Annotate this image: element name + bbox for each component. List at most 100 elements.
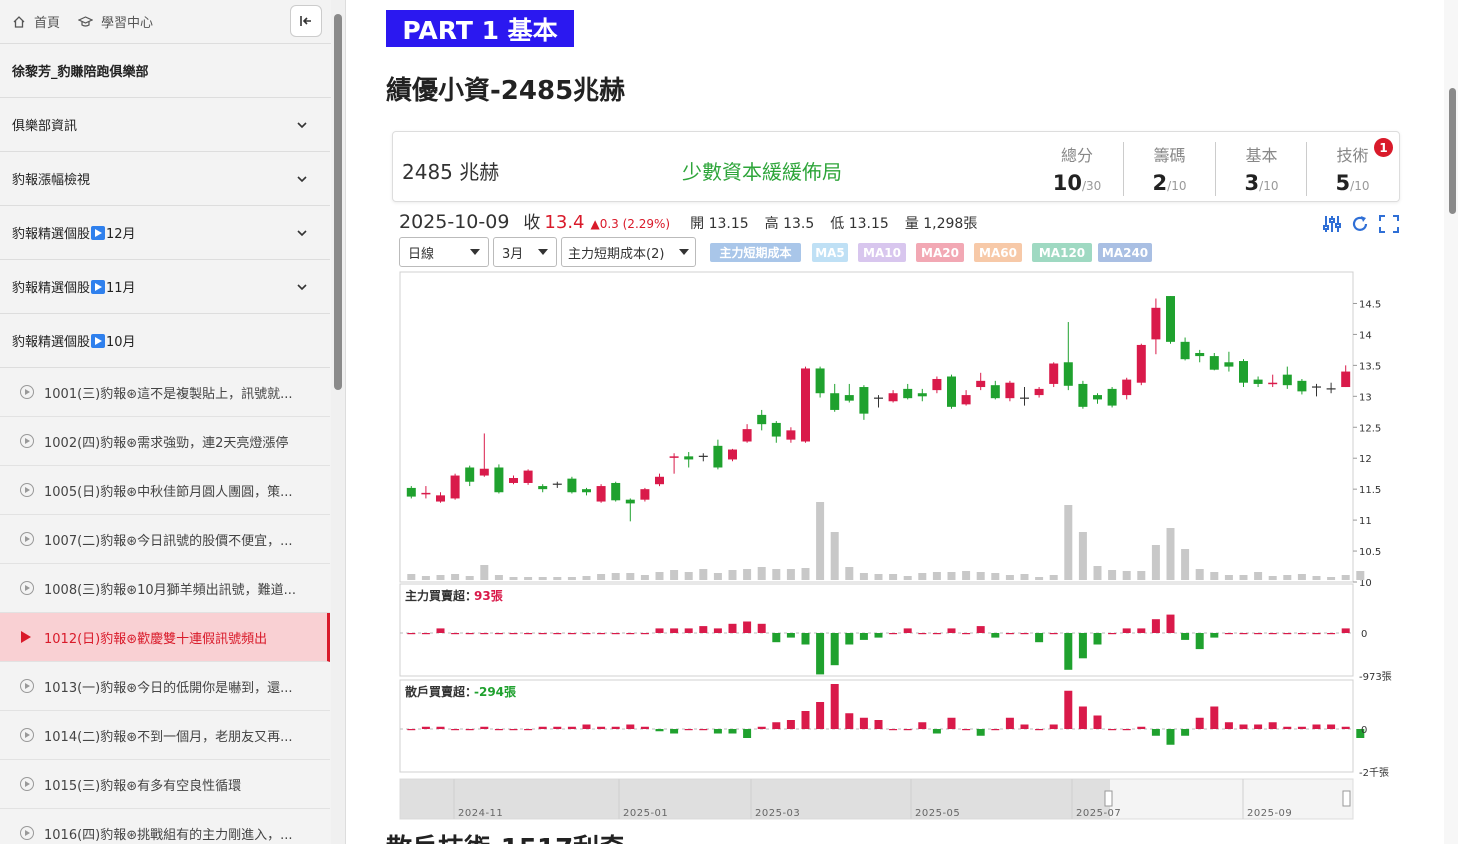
volume-bar [538,577,547,580]
ma-toggle-tag[interactable]: MA120 [1032,243,1092,262]
volume-bar [567,577,576,580]
y-tick-label: 12.5 [1359,423,1381,434]
sidebar-lesson-item[interactable]: 1012(日)豹報⊛歡慶雙十連假訊號頻出 [0,613,330,662]
candle-body [1122,379,1132,396]
retail-bar [597,726,606,729]
score-label: 技術 [1336,146,1369,165]
sidebar-lesson-item[interactable]: 1005(日)豹報⊛中秋佳節月圓人團圓，策... [0,466,330,515]
notification-badge[interactable]: 1 [1374,138,1393,157]
candle-body [1209,356,1219,370]
main-force-bar [713,628,722,633]
retail-bar [1078,706,1087,729]
ma-toggle-tag[interactable]: 主力短期成本 [710,243,801,262]
volume-bar [1166,528,1175,580]
ma-toggle-tag[interactable]: MA5 [812,243,848,262]
volume: 量 1,298張 [904,216,978,232]
ma-toggle-tag[interactable]: MA240 [1098,243,1152,262]
candle-body [1239,361,1248,383]
candle-body [1297,380,1307,392]
stock-chart[interactable]: 14.5 14 13.5 13 12.5 12 11.5 11 10.5 10 主力買賣超：93張 0… [399,268,1403,824]
stock-summary-card: 2485 兆赫 少數資本緩緩佈局 總分 10/30 籌碼 2/10 基本 3/10 技術 5/… [392,131,1400,202]
candle-body [684,456,694,460]
sidebar-section-label: 豹報精選個股 12月 [12,223,136,242]
chevron-down-icon [470,249,480,255]
retail-bar [962,729,971,731]
navigator-right-handle[interactable] [1342,790,1351,807]
main-force-bar [903,628,912,633]
range-select[interactable]: 3月 [493,237,557,267]
sidebar-lesson-item[interactable]: 1015(三)豹報⊛有多有空良性循環 [0,760,330,809]
section-label-text: 俱樂部資訊 [12,119,78,134]
lesson-title: 1013(一)豹報⊛今日的低開你是嚇到，還... [44,680,293,696]
collapse-sidebar-button[interactable] [290,5,322,37]
retail-bar [1181,729,1190,736]
sidebar-scrollbar[interactable] [331,0,345,844]
candle-body [888,393,898,402]
navigator-left-handle[interactable] [1104,790,1113,807]
sidebar-section-0[interactable]: 俱樂部資訊 [0,98,330,152]
chevron-down-icon [297,229,307,236]
retail-bar [407,729,416,731]
retail-bar [626,724,635,729]
volume-bar [816,502,825,580]
home-link[interactable]: 首頁 [12,12,60,31]
chevron-down-icon [538,249,548,255]
period-select[interactable]: 日線 [399,237,489,267]
volume-bar [859,573,868,580]
sidebar-section-3[interactable]: 豹報精選個股 11月 [0,260,330,314]
y-tick-label: 12 [1359,454,1372,465]
sidebar-section-1[interactable]: 豹報漲幅檢視 [0,152,330,206]
volume-bar [1064,505,1073,580]
main-force-bar [1093,633,1102,645]
candle-body [947,376,956,407]
retail-bar [1166,729,1175,745]
score-max: /30 [1081,179,1102,193]
retail-bar [480,726,489,729]
volume-bar [509,577,518,580]
main-force-tick-label: 0 [1361,629,1367,640]
main-force-bar [524,633,533,635]
learning-center-link[interactable]: 學習中心 [78,12,153,31]
sidebar-lesson-item[interactable]: 1016(四)豹報⊛挑戰組有的主力剛進入，... [0,809,330,844]
volume-bar [494,575,503,580]
volume-bar [1356,571,1365,580]
page-scrollbar[interactable] [1444,0,1458,844]
volume-bar [1341,575,1350,580]
refresh-icon[interactable] [1350,214,1370,234]
volume-bar [991,573,1000,580]
ma-toggle-tag[interactable]: MA60 [974,243,1022,262]
volume-bar [845,567,854,580]
score-value: 10/30 [1031,171,1123,195]
score-block: 基本 3/10 [1215,142,1307,196]
candle-body [1049,363,1059,384]
learning-center-label: 學習中心 [101,16,154,31]
page-scrollbar-thumb[interactable] [1449,88,1456,214]
sidebar-section-4[interactable]: 豹報精選個股 10月 [0,314,330,368]
sidebar-lesson-item[interactable]: 1001(三)豹報⊛這不是複製貼上，訊號就... [0,368,330,417]
sidebar-lesson-item[interactable]: 1014(二)豹報⊛不到一個月，老朋友又再... [0,711,330,760]
retail-bar [582,724,591,729]
sidebar-lesson-item[interactable]: 1008(三)豹報⊛10月獅羊頻出訊號，難道... [0,564,330,613]
retail-tick-label: -2千張 [1359,767,1389,779]
y-tick-label: 13 [1359,392,1372,403]
sidebar-lesson-item[interactable]: 1013(一)豹報⊛今日的低開你是嚇到，還... [0,662,330,711]
main-force-bar [421,633,430,635]
retail-bar [567,726,576,729]
sidebar: 首頁 學習中心 徐黎芳_豹賺陪跑俱樂部 俱樂部資訊 豹報漲幅檢視 豹報精選個股 12月… [0,0,346,844]
main-force-bar [436,628,445,633]
main-force-bar [962,633,971,635]
sidebar-section-2[interactable]: 豹報精選個股 12月 [0,206,330,260]
retail-bar [1283,726,1292,729]
part-badge: PART 1 基本 [386,10,574,47]
candle-body [844,395,854,401]
ma-toggle-tag[interactable]: MA10 [858,243,906,262]
ma-toggle-tag[interactable]: MA20 [916,243,964,262]
fullscreen-icon[interactable] [1378,214,1400,234]
sidebar-lesson-item[interactable]: 1002(四)豹報⊛需求強勁，連2天亮燈漲停 [0,417,330,466]
indicator-select[interactable]: 主力短期成本(2) [561,237,696,267]
candle-body [523,470,533,483]
sidebar-scrollbar-thumb[interactable] [334,14,342,390]
sidebar-lesson-item[interactable]: 1007(二)豹報⊛今日訊號的股價不便宜，... [0,515,330,564]
retail-bar [451,729,460,731]
settings-sliders-icon[interactable] [1322,214,1342,234]
